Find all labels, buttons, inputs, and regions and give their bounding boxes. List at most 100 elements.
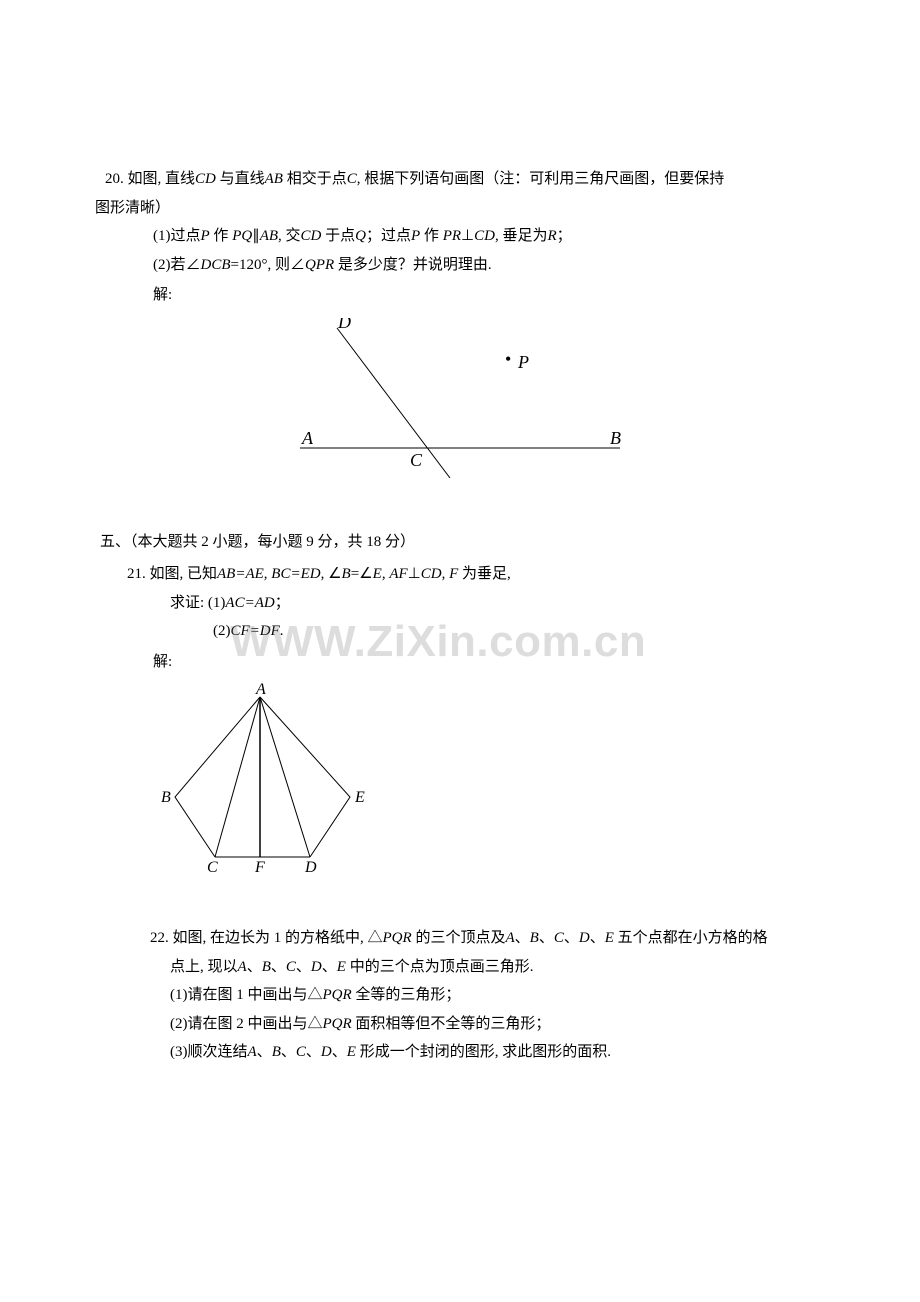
t: 、 xyxy=(322,959,337,975)
t: PQR xyxy=(383,930,412,946)
t: 求证: (1) xyxy=(170,595,225,611)
q20-text2: 与直线 xyxy=(220,171,265,187)
fig-A: A xyxy=(301,428,314,448)
t: P xyxy=(411,228,420,244)
q20-intro-line1: 20. 如图, 直线CD 与直线AB 相交于点C, 根据下列语句画图（注：可利用… xyxy=(105,165,825,194)
q20-figure: D • P A C B xyxy=(280,318,640,478)
q22-sub2: (2)请在图 2 中画出与△PQR 面积相等但不全等的三角形； xyxy=(170,1010,825,1039)
t: DCB xyxy=(201,257,231,273)
t: 全等的三角形； xyxy=(355,987,460,1003)
fig-D: D xyxy=(337,318,351,332)
q20-sub1: (1)过点P 作 PQ∥AB, 交CD 于点Q；过点P 作 PR⊥CD, 垂足为… xyxy=(153,222,825,251)
t: E xyxy=(337,959,346,975)
t: ； xyxy=(275,595,290,611)
t: 为垂足, xyxy=(462,566,511,582)
q22-sub1: (1)请在图 1 中画出与△PQR 全等的三角形； xyxy=(170,981,825,1010)
t: PQR xyxy=(323,987,352,1003)
fig-dot: • xyxy=(505,349,511,369)
t: B xyxy=(530,930,539,946)
q20-cd: CD xyxy=(195,171,216,187)
t: 、 xyxy=(296,959,311,975)
t: (3)顺次连结 xyxy=(170,1044,248,1060)
t: 中的三个点为顶点画三角形. xyxy=(350,959,534,975)
t: QPR xyxy=(305,257,334,273)
t: 、 xyxy=(590,930,605,946)
t: ； xyxy=(557,228,572,244)
t: F xyxy=(449,566,458,582)
t: B xyxy=(272,1044,281,1060)
fig-D: D xyxy=(304,859,317,872)
t: 于点 xyxy=(325,228,355,244)
t: E xyxy=(605,930,614,946)
q20-c: C xyxy=(347,171,357,187)
q20-sub2: (2)若∠DCB=120°, 则∠QPR 是多少度？并说明理由. xyxy=(153,251,825,280)
t: ∠ xyxy=(328,566,341,582)
t: 、 xyxy=(564,930,579,946)
t: CF=DF xyxy=(231,623,280,639)
t: 、 xyxy=(247,959,262,975)
t: AF xyxy=(389,566,407,582)
q21-intro: 21. 如图, 已知AB=AE, BC=ED, ∠B=∠E, AF⊥CD, F … xyxy=(127,560,825,589)
t: AB xyxy=(260,228,278,244)
q20-ab: AB xyxy=(265,171,283,187)
t: 、 xyxy=(539,930,554,946)
t: 、 xyxy=(515,930,530,946)
t: ⊥ xyxy=(408,566,421,582)
t: 解: xyxy=(153,287,172,303)
t: E xyxy=(373,566,382,582)
q20-text3: 相交于点 xyxy=(287,171,347,187)
q20-intro-line2: 图形清晰） xyxy=(95,194,825,223)
t: 解: xyxy=(153,654,172,670)
t: 、 xyxy=(306,1044,321,1060)
t: C xyxy=(554,930,564,946)
q20-text: 20. 如图, 直线 xyxy=(105,171,195,187)
t: AB=AE xyxy=(217,566,264,582)
t: 的三个顶点及 xyxy=(415,930,505,946)
t: CD xyxy=(421,566,442,582)
t: CD xyxy=(301,228,322,244)
t: (2) xyxy=(213,623,231,639)
t: B xyxy=(262,959,271,975)
t: ∥ xyxy=(252,228,260,244)
t: ⊥ xyxy=(461,228,474,244)
t: (2)请在图 2 中画出与△ xyxy=(170,1016,323,1032)
t: (1)过点 xyxy=(153,228,201,244)
t: , xyxy=(442,566,450,582)
t: E xyxy=(347,1044,356,1060)
t: 、 xyxy=(281,1044,296,1060)
t: (2)若∠ xyxy=(153,257,201,273)
t: 点上, 现以 xyxy=(170,959,238,975)
q22-intro-line1: 22. 如图, 在边长为 1 的方格纸中, △PQR 的三个顶点及A、B、C、D… xyxy=(150,924,825,953)
t: PR xyxy=(443,228,461,244)
t: CD xyxy=(474,228,495,244)
fig-E: E xyxy=(354,789,365,806)
t: 作 xyxy=(213,228,232,244)
t: D xyxy=(311,959,322,975)
t: 22. 如图, 在边长为 1 的方格纸中, △ xyxy=(150,930,383,946)
t: 形成一个封闭的图形, 求此图形的面积. xyxy=(360,1044,611,1060)
t: (1)请在图 1 中画出与△ xyxy=(170,987,323,1003)
t: 五个点都在小方格的格 xyxy=(618,930,768,946)
t: , 交 xyxy=(278,228,301,244)
q20-text4: , 根据下列语句画图（注：可利用三角尺画图，但要保持 xyxy=(357,171,725,187)
fig-B: B xyxy=(610,428,621,448)
t: 、 xyxy=(271,959,286,975)
t: A xyxy=(238,959,247,975)
q22-sub3: (3)顺次连结A、B、C、D、E 形成一个封闭的图形, 求此图形的面积. xyxy=(170,1038,825,1067)
q21-proof1: 求证: (1)AC=AD； xyxy=(170,589,825,618)
section5-heading: 五、（本大题共 2 小题，每小题 9 分，共 18 分） xyxy=(100,528,825,557)
t: =∠ xyxy=(351,566,373,582)
fig-P: P xyxy=(517,352,529,372)
t: C xyxy=(296,1044,306,1060)
t: A xyxy=(505,930,514,946)
t: Q xyxy=(355,228,366,244)
t: A xyxy=(248,1044,257,1060)
document-page: 20. 如图, 直线CD 与直线AB 相交于点C, 根据下列语句画图（注：可利用… xyxy=(0,0,920,1302)
fig-A: A xyxy=(255,682,266,698)
t: 作 xyxy=(424,228,443,244)
q20-text5: 图形清晰） xyxy=(95,200,170,216)
t: PQ xyxy=(232,228,252,244)
t: P xyxy=(201,228,210,244)
fig-B: B xyxy=(161,789,171,806)
t: . xyxy=(280,623,284,639)
